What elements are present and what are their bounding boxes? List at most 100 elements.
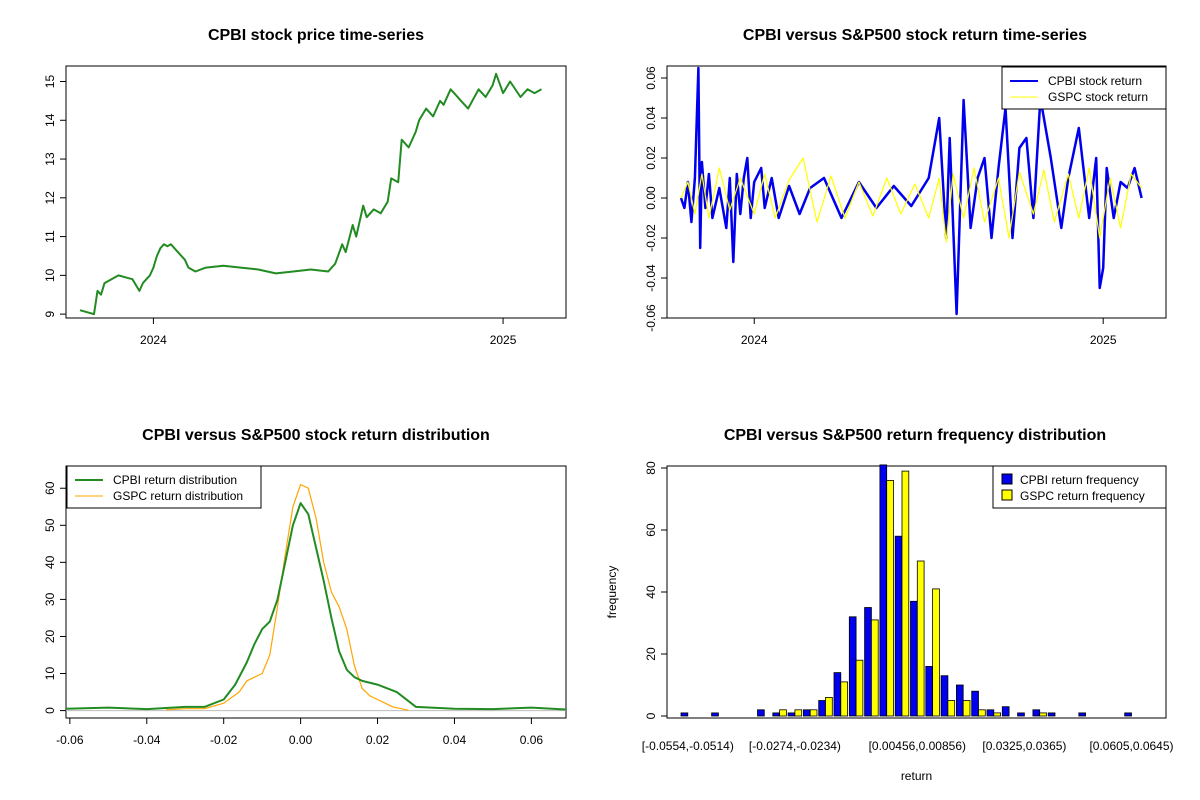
- price-series-line: [79, 72, 542, 316]
- density-cpbi-line: [65, 502, 567, 711]
- density-ytick-label: 50: [43, 518, 57, 532]
- density-ytick-label: 40: [43, 555, 57, 569]
- histogram-legend-swatch: [1001, 473, 1013, 485]
- histogram-legend-swatch: [1001, 489, 1013, 501]
- density-plot-frame: [65, 465, 567, 719]
- density-xtick-label: 0.06: [520, 733, 544, 747]
- histogram-legend-box: [992, 465, 1167, 509]
- returns-ytick-label: 0.00: [644, 186, 658, 210]
- histogram-bar: [916, 560, 925, 717]
- price-ytick-label: 12: [43, 191, 57, 205]
- histogram-bar: [757, 709, 765, 717]
- histogram-bar: [947, 700, 956, 717]
- histogram-category-label: [-0.0274,-0.0234): [749, 739, 841, 753]
- histogram-bar: [787, 712, 796, 717]
- histogram-bar: [871, 619, 879, 717]
- histogram-bar: [818, 700, 826, 717]
- returns-ytick-label: -0.02: [644, 224, 658, 252]
- density-panel: CPBI versus S&P500 stock return distribu…: [43, 427, 567, 747]
- histogram-bar: [848, 616, 857, 717]
- density-legend-label: GSPC return distribution: [113, 489, 243, 503]
- returns-ytick-label: 0.04: [644, 106, 658, 130]
- returns-gspc-line: [680, 157, 1143, 243]
- returns-xtick-label: 2025: [1090, 333, 1117, 347]
- density-xtick-label: 0.00: [289, 733, 313, 747]
- histogram-bar: [825, 697, 833, 717]
- density-ytick-label: 20: [43, 629, 57, 643]
- density-legend-box: [66, 465, 262, 509]
- histogram-bar: [879, 464, 888, 717]
- histogram-bar: [910, 600, 918, 717]
- histogram-ytick-label: 0: [644, 712, 658, 719]
- returns-ytick-label: -0.04: [644, 264, 658, 292]
- density-legend-label: CPBI return distribution: [113, 473, 237, 487]
- histogram-bar: [956, 684, 964, 717]
- price-plot-frame: [65, 65, 567, 319]
- histogram-ytick-label: 80: [644, 461, 658, 475]
- density-title: CPBI versus S&P500 stock return distribu…: [142, 427, 490, 444]
- returns-legend-box: [1001, 66, 1167, 110]
- price-title: CPBI stock price time-series: [208, 27, 424, 44]
- histogram-bar: [1078, 712, 1087, 717]
- density-ytick-label: 30: [43, 592, 57, 606]
- histogram-bar: [855, 659, 864, 717]
- histogram-category-label: [0.00456,0.00856): [869, 739, 966, 753]
- histogram-legend-label: GSPC return frequency: [1020, 489, 1145, 503]
- returns-ytick-label: -0.06: [644, 304, 658, 332]
- returns-ytick-label: 0.02: [644, 146, 658, 170]
- histogram-ytick-label: 60: [644, 523, 658, 537]
- histogram-ylabel: frequency: [605, 566, 619, 619]
- histogram-bar: [840, 681, 848, 717]
- density-gspc-line: [165, 483, 409, 711]
- histogram-bar: [1001, 706, 1010, 717]
- histogram-category-label: [0.0325,0.0365): [982, 739, 1066, 753]
- histogram-bar: [1047, 712, 1056, 717]
- histogram-bar: [971, 690, 979, 717]
- price-ytick-label: 9: [43, 310, 57, 317]
- histogram-category-label: [0.0605,0.0645): [1089, 739, 1173, 753]
- histogram-bar: [986, 709, 995, 717]
- price-ytick-label: 10: [43, 268, 57, 282]
- histogram-bar: [772, 712, 780, 717]
- histogram-bar: [1032, 709, 1041, 717]
- returns-xtick-label: 2024: [741, 333, 768, 347]
- density-ytick-label: 60: [43, 481, 57, 495]
- returns-title: CPBI versus S&P500 stock return time-ser…: [743, 27, 1087, 44]
- histogram-bar: [894, 535, 903, 717]
- histogram-bar: [779, 709, 787, 717]
- histogram-xlabel: return: [901, 769, 932, 783]
- histogram-bar: [901, 470, 910, 717]
- histogram-bar: [1017, 712, 1025, 717]
- histogram-bar: [711, 712, 719, 717]
- histogram-bar: [886, 479, 894, 717]
- histogram-bar: [993, 712, 1001, 717]
- density-xtick-label: 0.02: [366, 733, 390, 747]
- price-panel: CPBI stock price time-series 9 10 11 12 13 14 1…: [43, 27, 567, 347]
- histogram-title: CPBI versus S&P500 return frequency dist…: [724, 427, 1106, 444]
- histogram-bar: [925, 666, 933, 717]
- histogram-bar: [962, 700, 971, 717]
- returns-legend-label: GSPC stock return: [1048, 90, 1148, 104]
- histogram-bar: [809, 709, 818, 717]
- histogram-bar: [940, 675, 949, 717]
- histogram-bar: [794, 709, 803, 717]
- price-ytick-label: 11: [43, 230, 57, 243]
- price-xtick-label: 2024: [140, 333, 167, 347]
- histogram-ytick-label: 40: [644, 585, 658, 599]
- histogram-bar: [1039, 712, 1047, 717]
- histogram-bar: [833, 672, 842, 717]
- price-xtick-label: 2025: [490, 333, 517, 347]
- histogram-bar: [978, 709, 986, 717]
- price-ytick-label: 15: [43, 75, 57, 89]
- density-xtick-label: -0.04: [133, 733, 161, 747]
- price-ytick-label: 14: [43, 113, 57, 127]
- returns-ytick-label: 0.06: [644, 66, 658, 90]
- histogram-legend-label: CPBI return frequency: [1020, 473, 1139, 487]
- histogram-bar: [932, 588, 940, 717]
- price-ytick-label: 13: [43, 152, 57, 166]
- histogram-category-label: [-0.0554,-0.0514): [642, 739, 734, 753]
- histogram-bar: [864, 607, 872, 717]
- histogram-ytick-label: 20: [644, 647, 658, 661]
- returns-legend-label: CPBI stock return: [1048, 74, 1142, 88]
